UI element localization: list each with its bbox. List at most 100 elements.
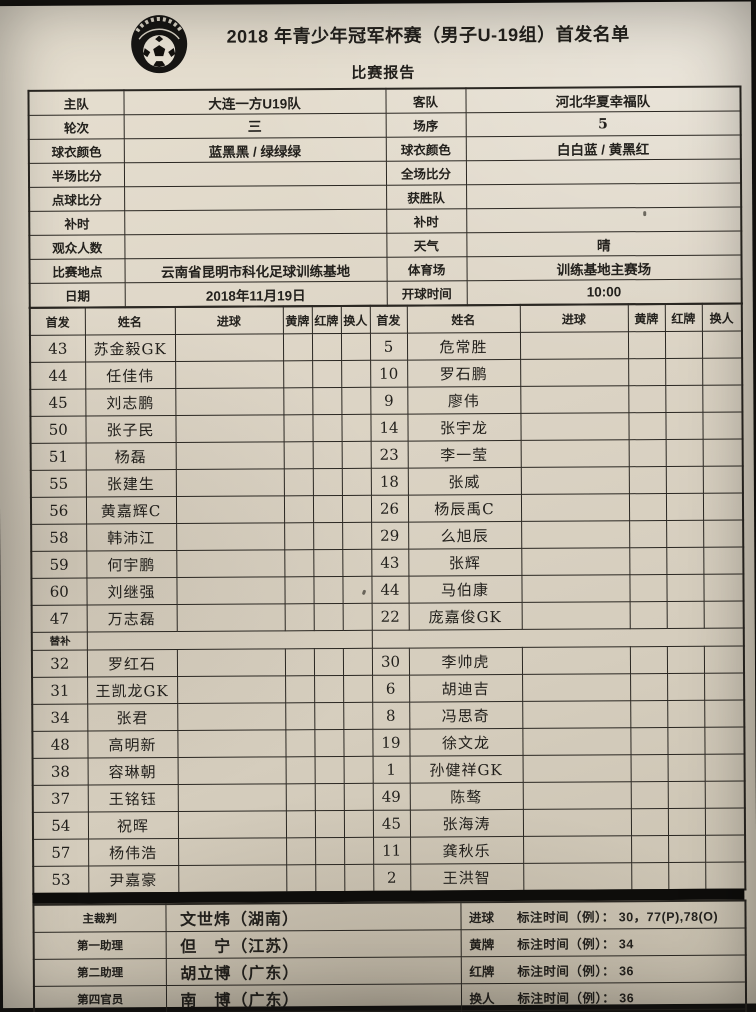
note-cell: 换人 标注时间（例）： 36 [460, 982, 747, 1011]
starter-row: 44 任佳伟 10 罗石鹏 [30, 358, 743, 390]
player-name: 张君 [87, 703, 178, 732]
red-cell [313, 522, 343, 550]
starter-row: 59 何宇鹏 43 张辉 [31, 547, 744, 579]
sub-cell [342, 522, 372, 550]
sub-cell [342, 648, 373, 676]
home-kit-label: 球衣颜色 [28, 138, 124, 164]
starter-row: 43 苏金毅GK 5 危常胜 [29, 331, 743, 363]
match-info-table: 主队 大连一方U19队 客队 河北华夏幸福队 轮次 三 场序 5 球衣颜色 蓝黑… [27, 85, 743, 309]
sub-cell [343, 756, 373, 784]
yellow-cell [627, 331, 666, 359]
red-cell [667, 808, 706, 836]
player-name: 李帅虎 [408, 647, 523, 676]
player-number: 9 [370, 387, 408, 415]
player-number: 30 [371, 648, 410, 676]
note-text: 标注时间（例）： 36 [517, 990, 635, 1006]
sub-cell [341, 468, 371, 496]
player-name: 杨辰禹C [407, 494, 522, 523]
player-name: 刘继强 [86, 577, 177, 606]
player-name: 王铭钰 [87, 784, 178, 813]
yellow-cell [628, 439, 666, 467]
goal-cell [520, 385, 629, 414]
note-label: 换人 [469, 991, 495, 1006]
yellow-cell [283, 387, 313, 415]
official-name: 但 宁（江苏） [165, 929, 461, 959]
sub-cell [703, 547, 744, 575]
away-kit-value: 白白蓝 / 黄黑红 [465, 135, 741, 161]
yellow-cell [284, 648, 315, 676]
player-name: 张建生 [85, 469, 176, 498]
red-cell [666, 601, 704, 629]
goals-col-header: 进球 [519, 304, 628, 333]
player-number: 44 [30, 362, 86, 390]
goal-cell [175, 414, 284, 443]
ink-speck [643, 211, 647, 217]
player-number: 51 [30, 443, 86, 471]
round-label: 轮次 [28, 114, 124, 140]
red-cell [667, 781, 705, 809]
sub-cell [343, 729, 373, 757]
goal-cell [521, 601, 630, 630]
player-name: 罗红石 [86, 649, 178, 678]
kickoff-value: 10:00 [466, 279, 742, 306]
yellow-cell [629, 574, 667, 602]
attendance-value [124, 233, 387, 259]
red-cell [313, 648, 344, 676]
sub-row: 37 王铭钰 49 陈骜 [32, 781, 745, 813]
red-cell [667, 673, 705, 701]
player-name: 杨伟浩 [88, 838, 179, 867]
sub-row: 31 王凯龙GK 6 胡迪吉 [32, 673, 745, 705]
goal-cell [176, 549, 285, 578]
goal-cell [521, 547, 630, 576]
yellow-cell [285, 783, 315, 811]
player-name: 苏金毅GK [84, 334, 176, 363]
player-name: 高明新 [87, 730, 178, 759]
goal-cell [519, 331, 629, 360]
red-cell [666, 646, 705, 674]
date-label: 日期 [29, 282, 125, 308]
red-cell [314, 783, 344, 811]
player-name: 任佳伟 [85, 361, 176, 390]
goal-cell [177, 783, 286, 812]
red-cell [667, 700, 705, 728]
sub-cell [341, 414, 371, 442]
weather-value: 晴 [466, 231, 742, 257]
player-number: 54 [32, 812, 89, 840]
red-cell [314, 675, 344, 703]
starter-row: 51 杨磊 23 李一莹 [30, 439, 743, 471]
red-cell [667, 727, 705, 755]
red-cell [665, 385, 703, 413]
sub-cell [341, 360, 371, 388]
sub-cell [703, 520, 744, 548]
goals-col-header: 进球 [174, 306, 283, 335]
halftime-score-label: 半场比分 [28, 162, 125, 188]
player-number: 43 [29, 335, 86, 363]
red-cell [313, 576, 343, 604]
player-number: 50 [30, 416, 86, 444]
player-number: 45 [30, 389, 86, 417]
official-name: 南 博（广东） [165, 983, 462, 1012]
red-cell [666, 520, 704, 548]
player-number: 44 [371, 576, 409, 604]
player-name: 庞嘉俊GK [408, 602, 522, 631]
yellow-cell [630, 700, 668, 728]
goal-cell [177, 756, 286, 785]
goal-cell [177, 810, 287, 839]
yellow-cell [630, 754, 668, 782]
sub-cell [343, 810, 374, 838]
starter-row: 55 张建生 18 张威 [30, 466, 743, 498]
sub-cell [703, 574, 744, 602]
sub-row: 34 张君 8 冯思奇 [32, 700, 745, 732]
player-name: 王洪智 [410, 863, 524, 892]
player-number: 57 [33, 839, 89, 867]
goal-cell [175, 495, 285, 524]
player-number: 60 [31, 578, 87, 606]
player-number: 43 [371, 549, 409, 577]
goal-cell [178, 864, 287, 893]
goal-cell [522, 808, 632, 837]
winner-label: 获胜队 [386, 184, 467, 210]
yellow-cell [629, 547, 667, 575]
player-number: 11 [373, 837, 411, 865]
winner-value [466, 183, 742, 209]
